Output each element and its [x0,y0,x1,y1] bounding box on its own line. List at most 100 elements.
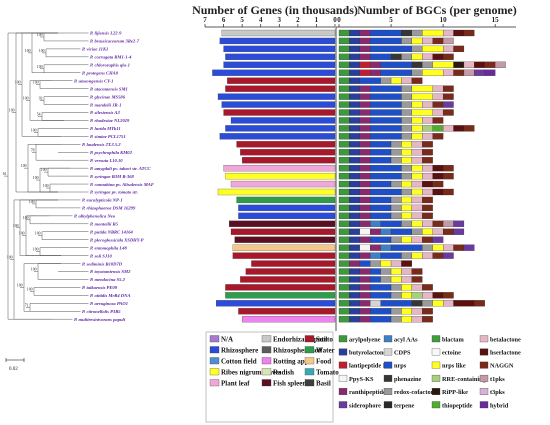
bgc-segment [338,101,350,108]
bgc-segment [380,77,392,84]
bootstrap-label: 100 [19,232,25,236]
genes-tick-label: 5 [240,16,244,24]
genes-bar [229,220,336,227]
bgc-segment [349,165,360,172]
bgc-segment [370,85,402,92]
bgc-segment [432,172,444,180]
bgc-segment [401,165,413,172]
bgc-segment [401,109,413,116]
bgc-segment [442,69,454,76]
bgc-segment [349,117,360,124]
bgc-segment [401,252,413,259]
species-label: P. syringae B3M B-368 [90,174,135,179]
bgc-segment [422,45,444,53]
bgc-segment [349,236,360,243]
bootstrap-label: 100 [13,224,19,228]
bgc-segment [380,61,413,68]
bgc-segment [359,45,371,53]
bgc-segment [422,212,433,219]
bgc-segment [411,157,423,164]
bgc-segment [349,45,360,53]
bgc-segment [349,220,360,227]
species-labels: P. lijiensis L22-9 P. brassicacearum 3Re2… [74,31,154,322]
bgc-segment [370,29,402,37]
bgc-segment [401,260,413,267]
bgc-segment [432,228,444,235]
bootstrap-label: 71 [25,303,29,307]
bgc-segment [442,109,454,116]
species-label: P. taikaensis PE08 [82,285,118,290]
bgc-segment [338,292,350,299]
bgc-segment [411,53,423,60]
genes-bar [219,133,336,140]
bgc-legend-swatch [338,401,348,409]
habitat-legend-swatch [304,335,315,343]
species-label: P. lurida MYb11 [90,126,121,131]
bgc-legend-swatch [431,335,441,343]
bgc-segment [411,212,423,219]
bgc-segment [422,172,433,180]
bgc-segment [411,316,423,323]
genes-tick-label: 0 [333,16,337,24]
bgc-segment [411,236,423,243]
bgc-legend-label: PpyS-KS [349,376,374,383]
genes-bar [236,196,336,204]
bgc-segment [349,125,360,132]
habitat-legend-label: N/A [221,335,233,343]
bgc-legend-label: CDPS [394,350,411,357]
genes-bar [242,316,336,323]
bgc-segment [370,212,392,219]
species-label: P. mendocina S5.2 [90,277,126,282]
bgc-segment [390,212,402,219]
bootstrap-label: 54 [37,112,41,116]
bgc-segment [463,244,475,251]
bgc-segment [422,180,433,188]
habitat-legend-swatch [261,379,272,387]
bgc-legend-label: ranthipeptide [349,389,386,396]
bgc-segment [463,69,475,76]
genes-bar [227,77,336,84]
bgc-segment [370,45,413,53]
bgc-segment [422,316,433,323]
bgc-legend-swatch [338,361,348,369]
bgc-segment [390,284,402,291]
bgc-segment [422,37,433,45]
bootstrap-label: 100 [39,49,45,53]
bgc-segment [411,109,433,116]
species-label: P. entomophila L48 [90,245,127,250]
genes-bar [223,109,336,116]
bgc-legend-label: ectoine [442,350,461,357]
habitat-legend-swatch [261,346,272,354]
bgc-segment [442,125,454,132]
bgc-segment [432,244,444,251]
bgc-segment [411,165,423,172]
bgc-legend-swatch [383,401,393,409]
habitat-legend-swatch [209,335,220,343]
habitat-legend-swatch [261,357,272,365]
bgc-legend-swatch [479,335,489,343]
bgc-segment [442,53,454,60]
bgc-segment [422,204,433,212]
bgc-segment [359,69,371,76]
bgc-legend-label: hserlactone [490,350,521,357]
genes-bar [234,236,336,243]
bgc-segment [422,252,433,259]
bgc-segment [422,61,433,68]
species-label: P. amygdali pv. tabaci str. ATCC [90,166,152,171]
bgc-segment [338,188,350,196]
bgc-segment [442,172,454,180]
bgc-segment [359,37,371,45]
bgc-segment [359,268,371,275]
bgc-segment [349,188,360,196]
bgc-segment [370,196,392,204]
bgc-segment [422,165,433,172]
bootstrap-label: 100 [23,97,29,101]
bgc-segment [370,260,381,267]
bgc-segment [349,85,360,92]
bgc-segment [370,133,402,140]
bgc-segment [380,244,392,251]
habitat-legend-swatch [304,379,315,387]
bgc-segment [463,125,475,132]
bgc-segment [390,77,402,84]
bgc-segment [453,125,465,132]
